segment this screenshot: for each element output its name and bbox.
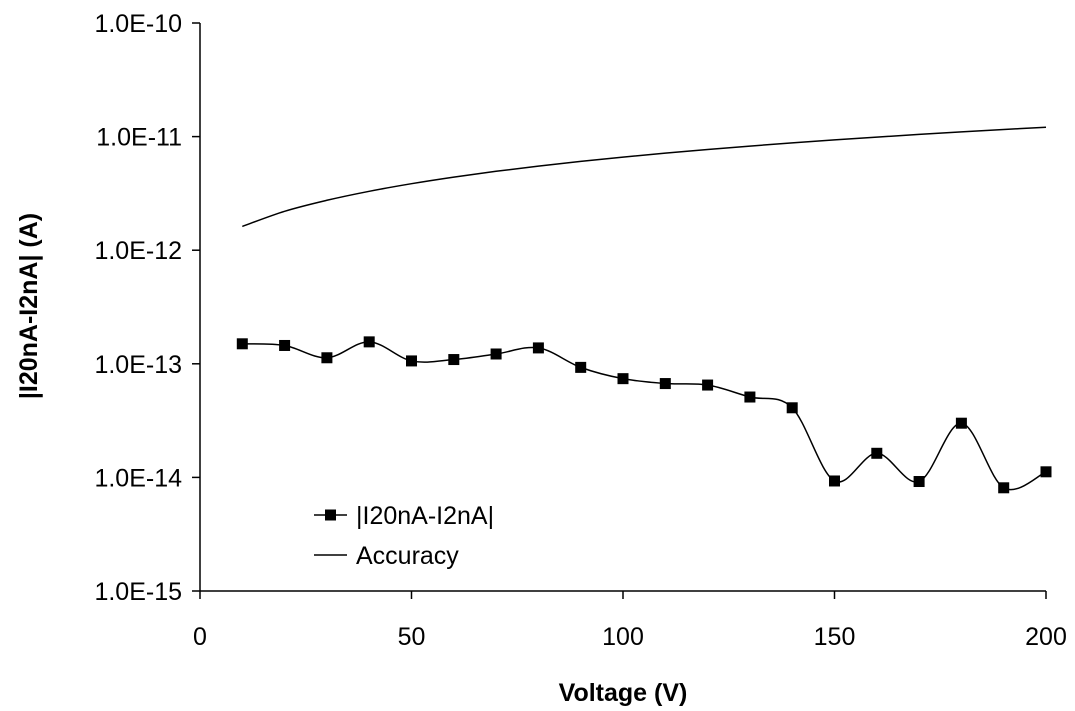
data-point	[321, 352, 333, 364]
y-tick-label: 1.0E-15	[94, 578, 182, 606]
legend-marker	[325, 509, 336, 521]
data-point	[829, 475, 840, 487]
x-tick-label: 0	[193, 623, 207, 651]
x-tick-label: 50	[398, 623, 426, 651]
data-point	[955, 417, 967, 429]
data-point	[913, 476, 925, 488]
data-point	[406, 355, 417, 367]
data-point	[786, 402, 798, 414]
y-tick-label: 1.0E-13	[94, 351, 182, 379]
data-point	[236, 338, 248, 350]
accuracy-line	[242, 126, 1047, 228]
data-point	[490, 348, 502, 360]
y-tick-label: 1.0E-10	[94, 10, 182, 38]
y-tick-label: 1.0E-11	[96, 124, 182, 152]
legend-label: Accuracy	[356, 542, 459, 570]
data-point	[998, 482, 1010, 494]
data-point	[617, 373, 629, 385]
series-layer	[236, 126, 1052, 494]
legend-item-accuracy: Accuracy	[314, 542, 459, 570]
data-point	[279, 339, 291, 351]
y-tick-label: 1.0E-14	[94, 464, 182, 492]
x-tick-label: 100	[602, 623, 644, 651]
legend-label: |I20nA-I2nA|	[356, 502, 494, 530]
data-point	[363, 336, 375, 348]
data-point	[659, 378, 671, 390]
data-point	[744, 391, 756, 403]
y-axis-title: |I20nA-I2nA| (A)	[15, 213, 43, 399]
y-axis-ticks: 1.0E-15 1.0E-14 1.0E-13 1.0E-12 1.0E-11 1.0E-…	[94, 10, 200, 606]
data-point	[1040, 466, 1052, 478]
x-tick-label: 200	[1025, 623, 1067, 651]
x-tick-label: 150	[814, 623, 856, 651]
series-accuracy	[242, 126, 1047, 228]
data-point	[575, 361, 587, 373]
i20na-i2na-line	[242, 341, 1047, 491]
legend: |I20nA-I2nA| Accuracy	[314, 502, 494, 570]
legend-item-i20na-i2na: |I20nA-I2nA|	[314, 502, 494, 530]
x-axis-title: Voltage (V)	[559, 679, 688, 707]
data-point	[448, 354, 460, 366]
data-point	[871, 447, 883, 459]
x-axis-ticks: 0 50 100 150 200	[193, 591, 1067, 651]
data-point	[702, 379, 714, 391]
series-i20na-i2na	[236, 336, 1052, 494]
data-point	[532, 342, 544, 354]
axes	[199, 23, 1046, 592]
y-tick-label: 1.0E-12	[94, 237, 182, 265]
